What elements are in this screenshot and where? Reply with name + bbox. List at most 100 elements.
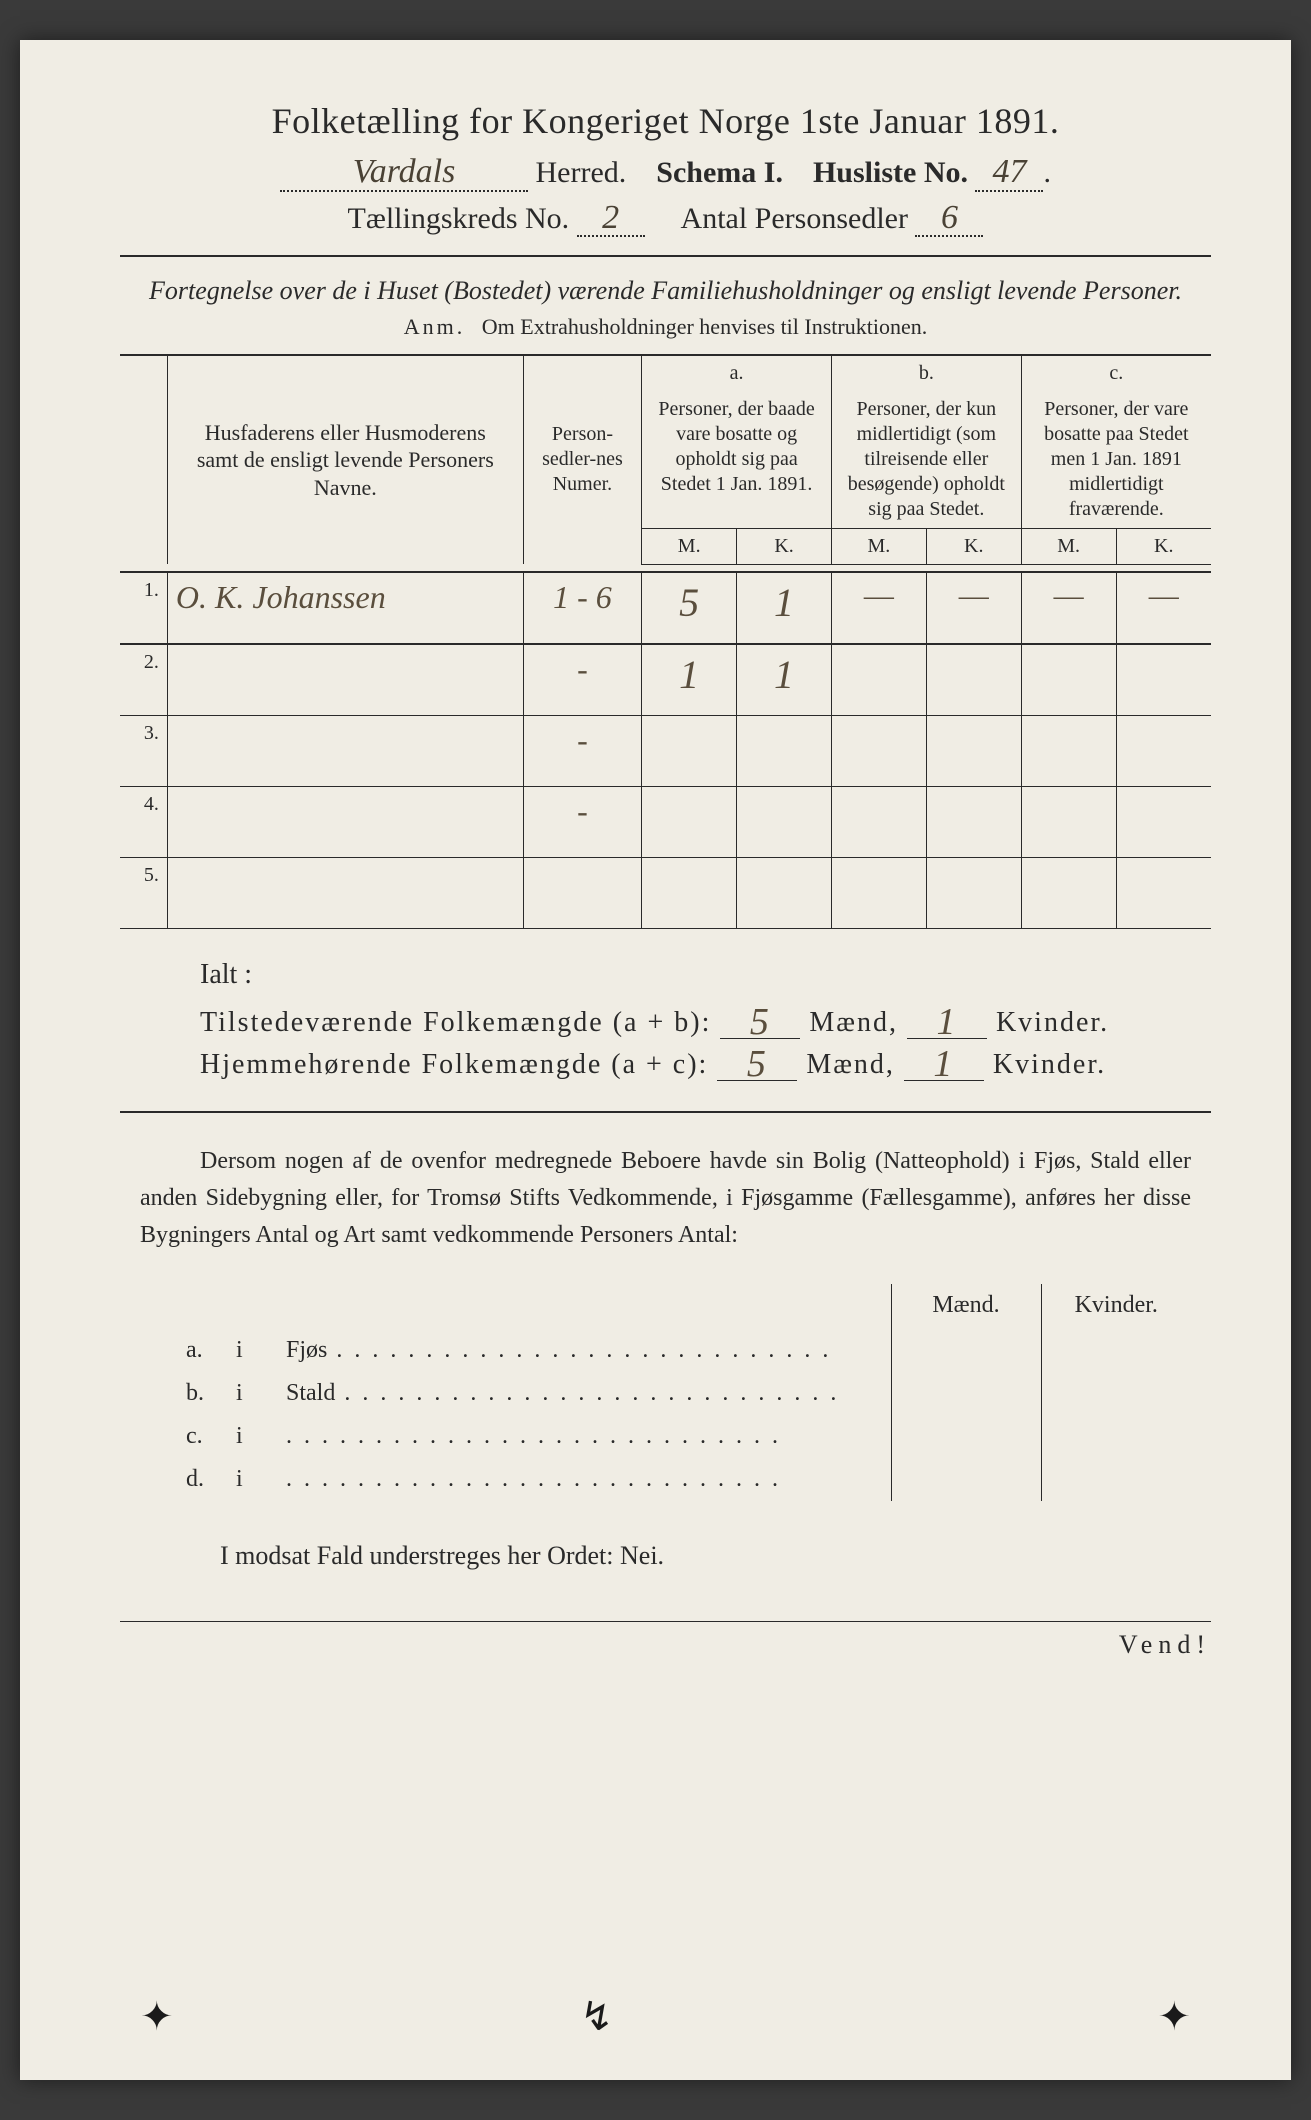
b-m-cell (831, 644, 926, 716)
herred-value: Vardals (280, 157, 528, 192)
byg-type: . . . . . . . . . . . . . . . . . . . . … (280, 1415, 891, 1458)
col-b-text: Personer, der kun midlertidigt (som tilr… (831, 391, 1021, 529)
col-a-label: a. (642, 355, 832, 391)
b-k-cell (926, 644, 1021, 716)
sum-line-resident: Hjemmehørende Folkemængde (a + c): 5 Mæn… (200, 1049, 1211, 1081)
table-row: 4.- (120, 786, 1211, 857)
resident-m: 5 (717, 1049, 797, 1080)
outbuilding-block: Mænd. Kvinder. a.iFjøs . . . . . . . . .… (180, 1284, 1191, 1501)
anm-line: Anm. Om Extrahusholdninger henvises til … (120, 314, 1211, 340)
name-cell (167, 786, 523, 857)
c-m-cell: — (1021, 572, 1116, 644)
row-number: 2. (120, 644, 167, 716)
name-cell (167, 857, 523, 928)
ialt-label: Ialt : (200, 959, 1211, 991)
col-a-text: Personer, der baade vare bosatte og opho… (642, 391, 832, 529)
anm-text: Om Extrahusholdninger henvises til Instr… (482, 314, 927, 339)
a-k-cell: 1 (737, 644, 832, 716)
sum-line-present: Tilstedeværende Folkemængde (a + b): 5 M… (200, 1007, 1211, 1039)
c-m-cell (1021, 644, 1116, 716)
a-k-cell: 1 (737, 572, 832, 644)
byg-maend: Mænd. (891, 1284, 1041, 1329)
byg-k (1041, 1329, 1191, 1372)
b-m-cell (831, 857, 926, 928)
b-k-cell (926, 715, 1021, 786)
numer-cell: - (523, 715, 642, 786)
row-number: 5. (120, 857, 167, 928)
numer-cell: - (523, 786, 642, 857)
c-k-cell (1116, 644, 1211, 716)
ink-mark: ✦ (1157, 1993, 1191, 2040)
c-k-cell: — (1116, 572, 1211, 644)
byg-type: Fjøs . . . . . . . . . . . . . . . . . .… (280, 1329, 891, 1372)
col-am: M. (642, 528, 737, 564)
antal-label: Antal Personsedler (681, 202, 908, 235)
c-m-cell (1021, 857, 1116, 928)
byg-kvinder: Kvinder. (1041, 1284, 1191, 1329)
census-form-page: Folketælling for Kongeriget Norge 1ste J… (20, 40, 1291, 2080)
table-row: 1.O. K. Johanssen1 - 651———— (120, 572, 1211, 644)
husliste-value: 47 (975, 157, 1043, 192)
divider (120, 255, 1211, 257)
c-m-cell (1021, 715, 1116, 786)
b-k-cell (926, 857, 1021, 928)
present-label: Tilstedeværende Folkemængde (a + b): (200, 1007, 711, 1038)
col-bk: K. (926, 528, 1021, 564)
col-ck: K. (1116, 528, 1211, 564)
a-k-cell (737, 715, 832, 786)
byg-letter: b. (180, 1372, 230, 1415)
totals-block: Ialt : Tilstedeværende Folkemængde (a + … (200, 959, 1211, 1081)
numer-cell: 1 - 6 (523, 572, 642, 644)
c-k-cell (1116, 715, 1211, 786)
byg-k (1041, 1372, 1191, 1415)
b-k-cell (926, 786, 1021, 857)
header-line-1: Vardals Herred. Schema I. Husliste No. 4… (120, 156, 1211, 192)
resident-k: 1 (904, 1049, 984, 1080)
vend-label: Vend! (120, 1621, 1211, 1660)
col-blank (120, 355, 167, 565)
present-k: 1 (907, 1007, 987, 1038)
ink-mark: ✦ (140, 1993, 174, 2040)
byg-type: Stald . . . . . . . . . . . . . . . . . … (280, 1372, 891, 1415)
outbuilding-table: Mænd. Kvinder. a.iFjøs . . . . . . . . .… (180, 1284, 1191, 1501)
kreds-label: Tællingskreds No. (348, 202, 570, 235)
col-numer: Person-sedler-nes Numer. (523, 355, 642, 565)
row-number: 1. (120, 572, 167, 644)
byg-m (891, 1372, 1041, 1415)
nei-line: I modsat Fald understreges her Ordet: Ne… (220, 1541, 1191, 1571)
col-c-label: c. (1021, 355, 1211, 391)
outbuilding-row: b.iStald . . . . . . . . . . . . . . . .… (180, 1372, 1191, 1415)
page-title: Folketælling for Kongeriget Norge 1ste J… (120, 100, 1211, 142)
schema-label: Schema I. (656, 156, 783, 189)
byg-m (891, 1329, 1041, 1372)
a-k-cell (737, 786, 832, 857)
col-b-label: b. (831, 355, 1021, 391)
col-ak: K. (737, 528, 832, 564)
outbuilding-paragraph: Dersom nogen af de ovenfor medregnede Be… (140, 1143, 1191, 1255)
b-m-cell (831, 786, 926, 857)
outbuilding-row: a.iFjøs . . . . . . . . . . . . . . . . … (180, 1329, 1191, 1372)
husliste-label: Husliste No. (813, 156, 968, 189)
name-cell (167, 644, 523, 716)
col-bm: M. (831, 528, 926, 564)
present-m: 5 (720, 1007, 800, 1038)
name-cell: O. K. Johanssen (167, 572, 523, 644)
col-c-text: Personer, der vare bosatte paa Stedet me… (1021, 391, 1211, 529)
c-k-cell (1116, 786, 1211, 857)
a-m-cell: 5 (642, 572, 737, 644)
subtitle: Fortegnelse over de i Huset (Bostedet) v… (120, 273, 1211, 309)
a-m-cell: 1 (642, 644, 737, 716)
name-cell (167, 715, 523, 786)
byg-i: i (230, 1372, 280, 1415)
b-k-cell: — (926, 572, 1021, 644)
numer-cell (523, 857, 642, 928)
byg-m (891, 1458, 1041, 1501)
resident-label: Hjemmehørende Folkemængde (a + c): (200, 1049, 708, 1080)
byg-m (891, 1415, 1041, 1458)
byg-i: i (230, 1329, 280, 1372)
antal-value: 6 (915, 203, 983, 238)
col-name: Husfaderens eller Husmoderens samt de en… (167, 355, 523, 565)
byg-letter: c. (180, 1415, 230, 1458)
byg-k (1041, 1458, 1191, 1501)
numer-cell: - (523, 644, 642, 716)
